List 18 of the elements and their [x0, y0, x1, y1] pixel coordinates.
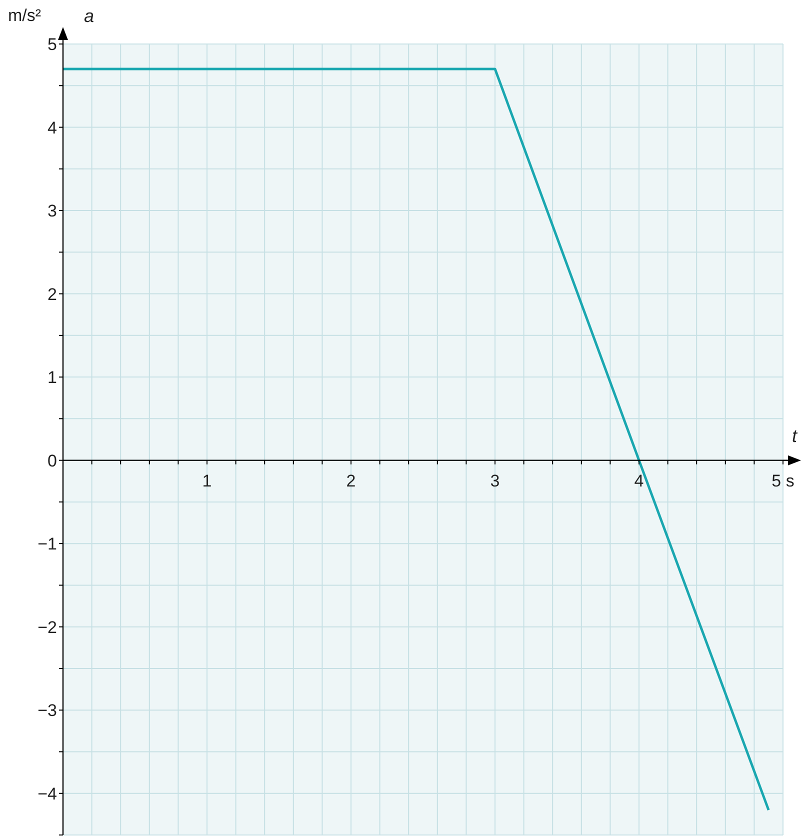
y-tick-label: 0	[48, 451, 57, 470]
y-axis-title: a	[84, 6, 94, 27]
x-tick-label: 3	[490, 471, 500, 490]
x-tick-label: 4	[634, 471, 644, 490]
y-tick-label: −3	[38, 701, 57, 720]
y-tick-label: 4	[48, 118, 57, 138]
y-tick-label: 2	[48, 284, 57, 304]
x-tick-label: 1	[202, 471, 212, 490]
y-tick-label: −1	[38, 534, 57, 554]
y-tick-label: 5	[48, 35, 57, 54]
y-tick-label: −4	[38, 784, 57, 804]
y-tick-label: 3	[48, 202, 57, 221]
y-tick-label: −2	[38, 618, 57, 637]
x-tick-label: 2	[346, 471, 356, 490]
y-tick-label: 1	[48, 368, 57, 388]
x-axis-title: t	[792, 426, 798, 448]
x-tick-label: 5 s	[772, 471, 794, 490]
text: m/s²	[8, 6, 42, 26]
